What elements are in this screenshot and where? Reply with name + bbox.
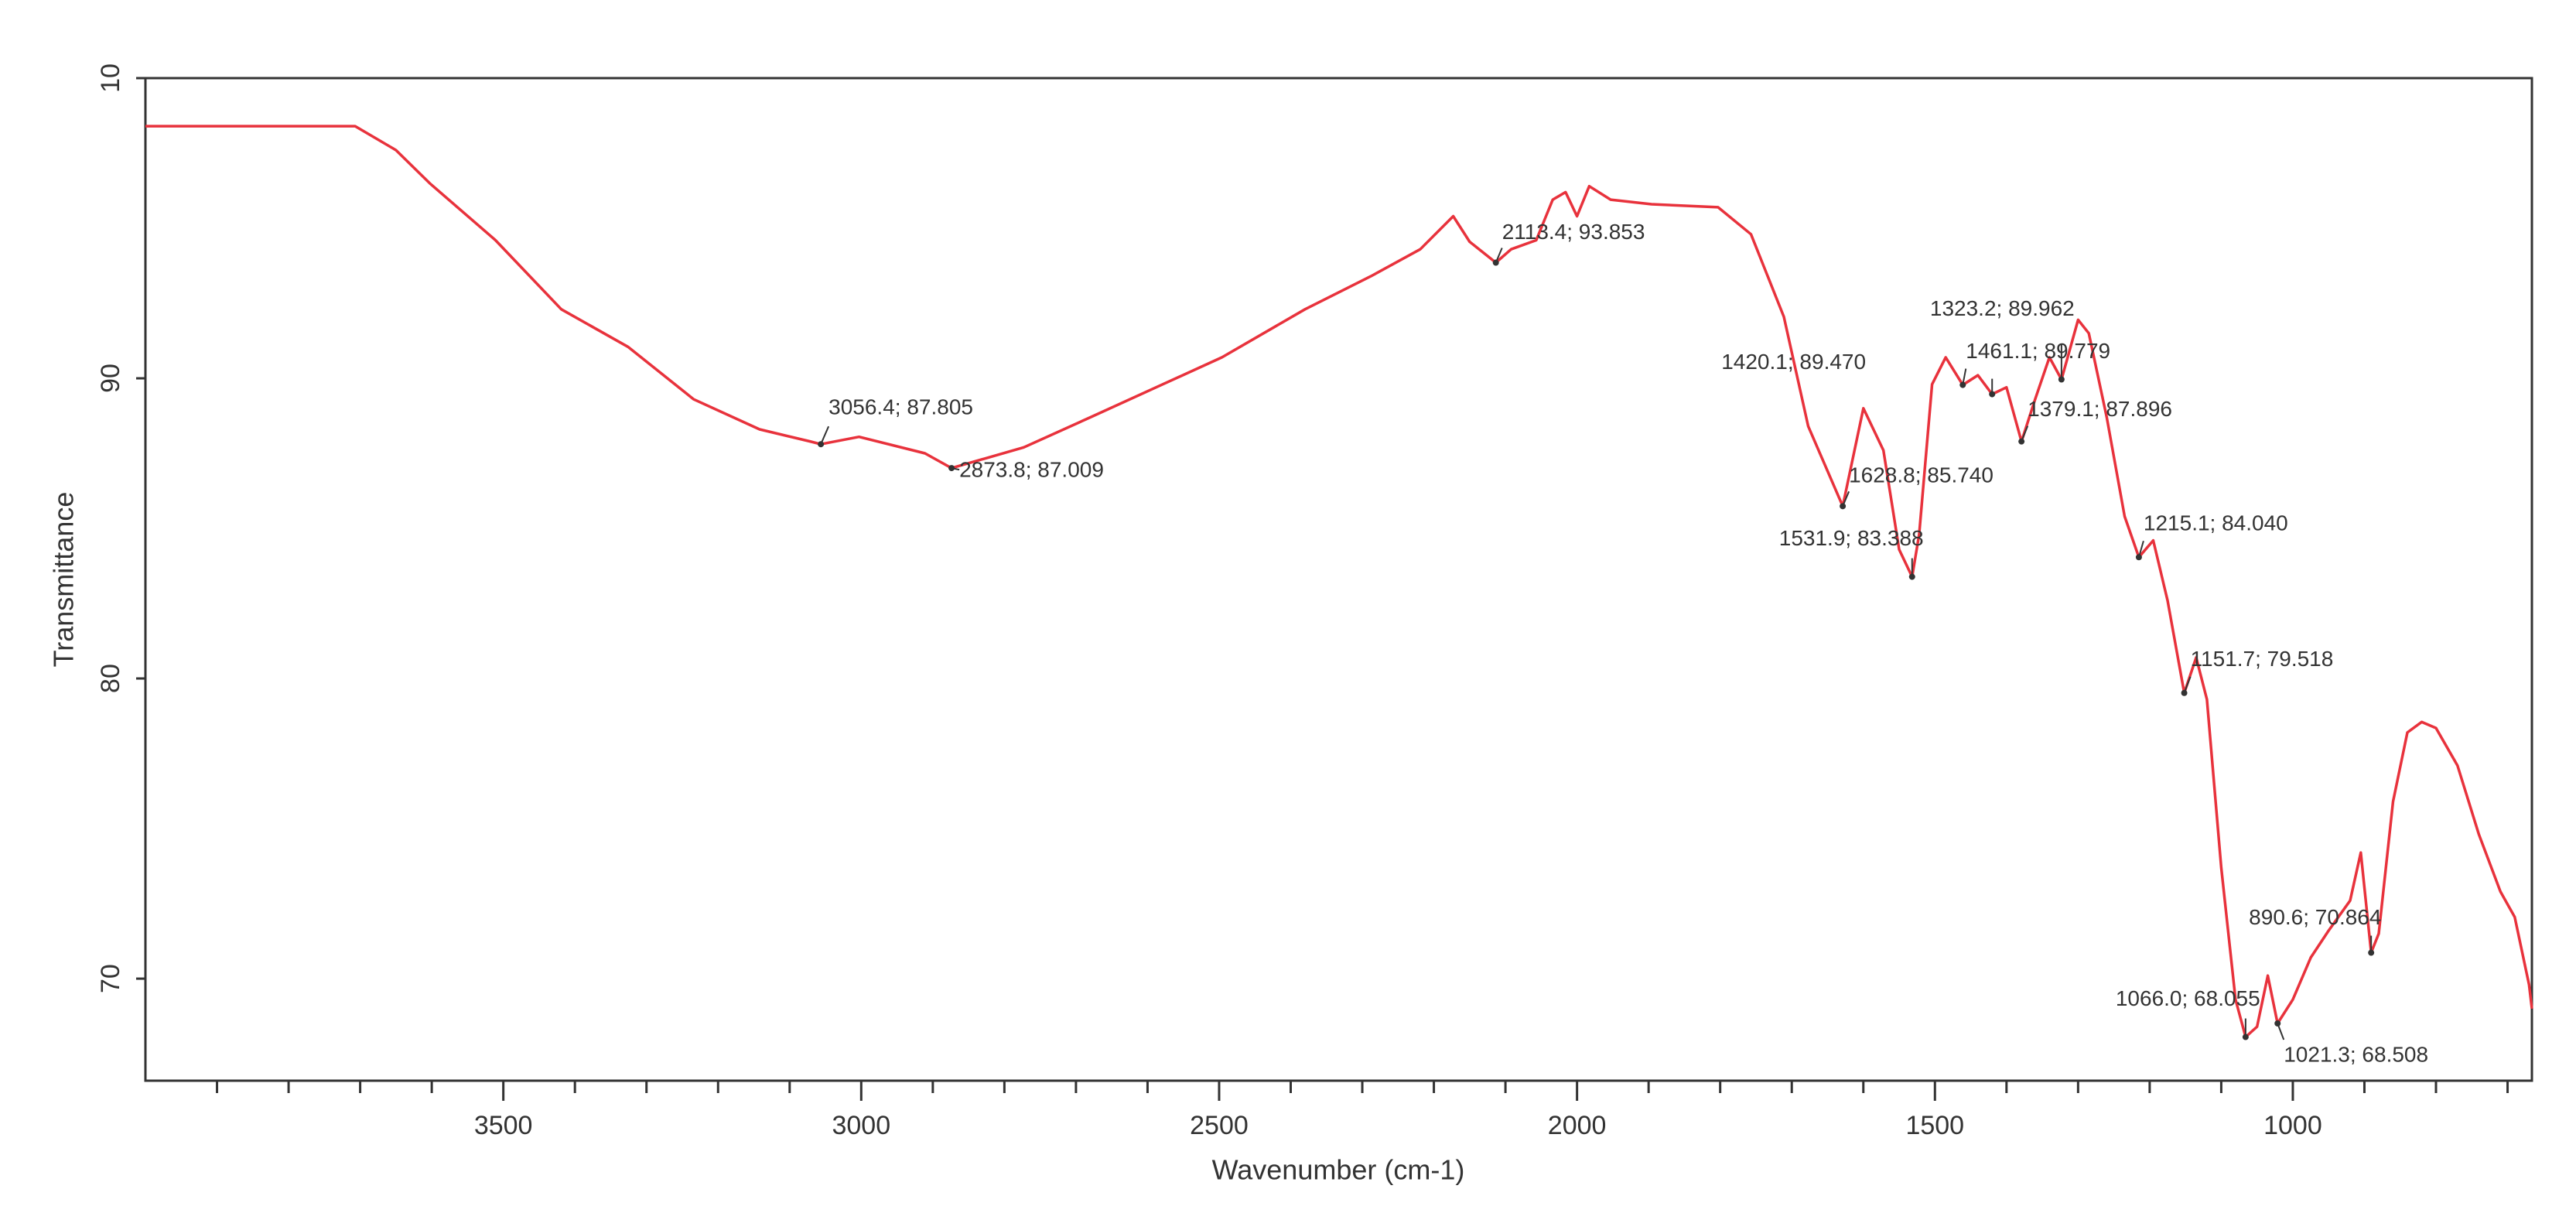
annotation-leader <box>2137 541 2144 558</box>
annotation-leader <box>820 425 830 445</box>
x-tick-label: 2000 <box>1548 1111 1607 1140</box>
annotation-label: 890.6; 70.864 <box>2249 905 2381 929</box>
annotation-leader <box>951 467 960 471</box>
y-tick-label: 10 <box>96 63 125 93</box>
y-tick-label: 80 <box>96 664 125 693</box>
y-tick-label: 90 <box>96 364 125 393</box>
annotation-label: 1531.9; 83.388 <box>1779 526 1924 550</box>
x-tick-label: 3000 <box>832 1111 890 1140</box>
annotation-leader <box>1495 248 1503 263</box>
annotation-label: 1461.1; 89.779 <box>1966 339 2110 363</box>
y-tick-label: 70 <box>96 964 125 993</box>
x-tick-label: 3500 <box>474 1111 533 1140</box>
x-axis-label: Wavenumber (cm-1) <box>1212 1154 1465 1186</box>
annotation-label: 1379.1; 87.896 <box>2028 397 2172 421</box>
annotation-label: 1420.1; 89.470 <box>1721 350 1866 374</box>
annotation-label: 1151.7; 79.518 <box>2191 647 2334 671</box>
plot-frame <box>144 77 2533 1082</box>
annotation-label: 1066.0; 68.055 <box>2116 986 2260 1010</box>
x-tick-label: 2500 <box>1190 1111 1249 1140</box>
annotation-leader <box>2277 1023 2285 1040</box>
annotation-leader <box>2021 425 2029 442</box>
y-axis-label: Transmittance <box>48 492 80 668</box>
annotation-label: 3056.4; 87.805 <box>828 395 973 419</box>
annotation-leader <box>2183 676 2192 694</box>
annotation-label: 1021.3; 68.508 <box>2284 1042 2428 1066</box>
annotation-leader <box>1842 490 1850 507</box>
annotation-label: 1628.8; 85.740 <box>1849 463 1993 487</box>
spectrum-line <box>145 125 2533 1039</box>
annotation-label: 1215.1; 84.040 <box>2144 511 2288 535</box>
x-tick-label: 1000 <box>2263 1111 2322 1140</box>
annotation-label: 1323.2; 89.962 <box>1930 296 2075 320</box>
x-tick-label: 1500 <box>1905 1111 1964 1140</box>
annotation-label: 2873.8; 87.009 <box>959 457 1104 481</box>
annotation-leader <box>1962 368 1967 385</box>
annotation-label: 2113.4; 93.853 <box>1502 220 1645 244</box>
